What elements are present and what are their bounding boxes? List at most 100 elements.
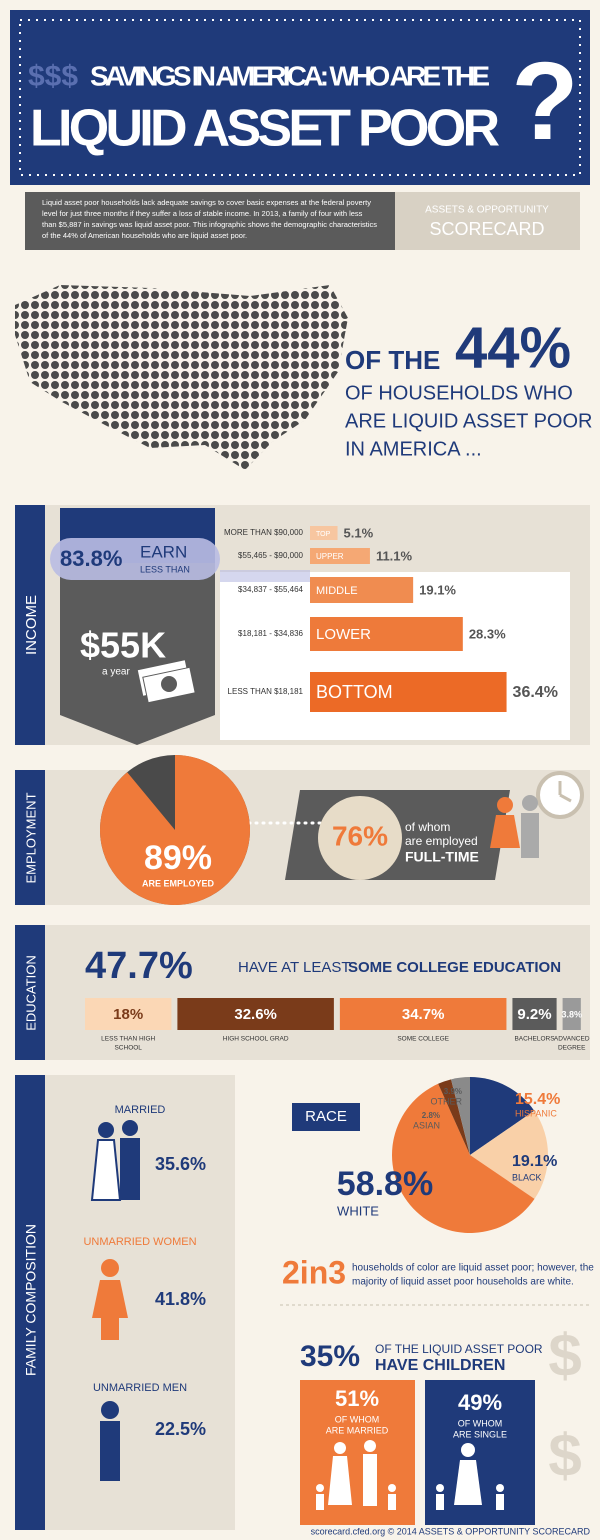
- employment-wedge: [99, 755, 250, 905]
- headline-line2: OF HOUSEHOLDS WHO: [345, 382, 573, 404]
- fulltime-text1: of whom: [405, 820, 450, 834]
- workers-icon: [490, 771, 584, 858]
- brand-box: [395, 192, 580, 250]
- income-bar: [310, 617, 463, 651]
- race-pct: 2.8%: [422, 1111, 440, 1120]
- education-name: ADVANCED: [554, 1036, 590, 1043]
- header-box: [10, 10, 590, 185]
- income-label: INCOME: [23, 595, 40, 655]
- dollar-deco: $: [548, 1422, 581, 1489]
- race-pct: 3.9%: [444, 1087, 462, 1096]
- income-value-label: 11.1%: [376, 548, 413, 563]
- intro-line: than $5,887 in savings was liquid asset …: [42, 220, 377, 229]
- married-pct: 51%: [335, 1386, 379, 1411]
- income-bar: [310, 672, 507, 712]
- married-line2: ARE MARRIED: [326, 1425, 389, 1435]
- man-icon: [100, 1401, 120, 1481]
- fulltime-circle: [318, 796, 402, 880]
- education-bar: [339, 998, 507, 1030]
- income-range: LESS THAN $18,181: [228, 687, 304, 696]
- income-tier: MIDDLE: [316, 585, 358, 597]
- family-strip: [15, 1075, 45, 1530]
- intro-text: Liquid asset poor households lack adequa…: [42, 198, 377, 240]
- children-line2: HAVE CHILDREN: [375, 1357, 505, 1374]
- income-value-label: 28.3%: [469, 626, 506, 641]
- us-map: [15, 285, 348, 470]
- race-name: WHITE: [337, 1203, 379, 1218]
- income-tier: TOP: [316, 531, 331, 538]
- color-note-line1: households of color are liquid asset poo…: [352, 1263, 594, 1274]
- employment-pct: 89%: [144, 839, 212, 877]
- education-name: SOME COLLEGE: [397, 1036, 449, 1043]
- title-line2: LIQUID ASSET POOR: [30, 100, 500, 158]
- intro-line: of the 44% of American households who ar…: [42, 231, 247, 240]
- single-pct: 49%: [458, 1390, 502, 1415]
- income-bar: [310, 577, 414, 603]
- income-range: $18,181 - $34,836: [238, 629, 303, 638]
- race-wedge: [470, 1077, 535, 1155]
- race-name: HISPANIC: [515, 1108, 557, 1118]
- footer: scorecard.cfed.org © 2014 ASSETS & OPPOR…: [311, 1526, 591, 1536]
- title-prefix: $$$: [28, 60, 78, 93]
- headline-lead: OF THE: [345, 345, 440, 375]
- education-name: SCHOOL: [114, 1045, 142, 1052]
- children-pct: 35%: [300, 1340, 360, 1373]
- race-pct: 19.1%: [512, 1153, 557, 1170]
- intro-box: [25, 192, 395, 250]
- color-note-big: 2in3: [282, 1254, 346, 1290]
- race-title-box: [292, 1103, 360, 1131]
- income-amount: $55K: [80, 625, 166, 666]
- income-tier: BOTTOM: [316, 682, 393, 702]
- education-name: BACHELORS: [514, 1036, 555, 1043]
- color-note-line2: majority of liquid asset poor households…: [352, 1277, 574, 1288]
- education-panel: [45, 925, 590, 1060]
- fulltime-text2: are employed: [405, 834, 478, 848]
- title-question: ?: [511, 40, 578, 163]
- family-pct: 41.8%: [155, 1289, 206, 1309]
- employment-label: EMPLOYMENT: [23, 792, 38, 883]
- race-wedge: [392, 1083, 535, 1233]
- single-line2: ARE SINGLE: [453, 1429, 507, 1439]
- income-tier: LOWER: [316, 626, 371, 643]
- race-pct: 15.4%: [515, 1091, 560, 1108]
- education-value-label: 18%: [113, 1006, 143, 1023]
- family-name: UNMARRIED WOMEN: [83, 1236, 196, 1248]
- education-value-label: 34.7%: [402, 1006, 445, 1023]
- income-highlight-bar: [220, 570, 310, 582]
- education-pct: 47.7%: [85, 945, 193, 987]
- education-value-label: 3.8%: [561, 1009, 582, 1019]
- race-wedge: [438, 1079, 470, 1155]
- race-wedge: [470, 1110, 548, 1199]
- family-name: UNMARRIED MEN: [93, 1382, 187, 1394]
- income-per: a year: [102, 667, 130, 678]
- education-bold: SOME COLLEGE EDUCATION: [348, 959, 561, 976]
- education-name: LESS THAN HIGH: [101, 1036, 155, 1043]
- intro-line: Liquid asset poor households lack adequa…: [42, 198, 371, 207]
- income-value-label: 36.4%: [513, 684, 558, 701]
- fulltime-pct: 76%: [332, 820, 388, 851]
- education-value-label: 32.6%: [234, 1006, 277, 1023]
- education-bar: [562, 998, 581, 1030]
- headline-line3: ARE LIQUID ASSET POOR: [345, 410, 592, 432]
- income-range: MORE THAN $90,000: [224, 528, 304, 537]
- income-range: $34,837 - $55,464: [238, 585, 303, 594]
- employment-text: ARE EMPLOYED: [142, 878, 215, 888]
- education-bar: [177, 998, 334, 1030]
- race-wedge: [451, 1077, 470, 1155]
- income-bar: [310, 526, 338, 540]
- single-line1: OF WHOM: [458, 1418, 503, 1428]
- dollar-deco: $: [548, 1322, 581, 1389]
- income-earn: EARN: [140, 542, 187, 561]
- headline-line4: IN AMERICA ...: [345, 438, 482, 460]
- income-highlight: [50, 538, 220, 580]
- education-strip: [15, 925, 45, 1060]
- income-bar: [310, 548, 370, 564]
- income-range: $55,465 - $90,000: [238, 551, 303, 560]
- brand-line1: ASSETS & OPPORTUNITY: [425, 205, 549, 216]
- race-title: RACE: [305, 1108, 347, 1125]
- headline-percent: 44%: [455, 315, 571, 380]
- married-line1: OF WHOM: [335, 1414, 380, 1424]
- family-children-icons: [316, 1440, 504, 1510]
